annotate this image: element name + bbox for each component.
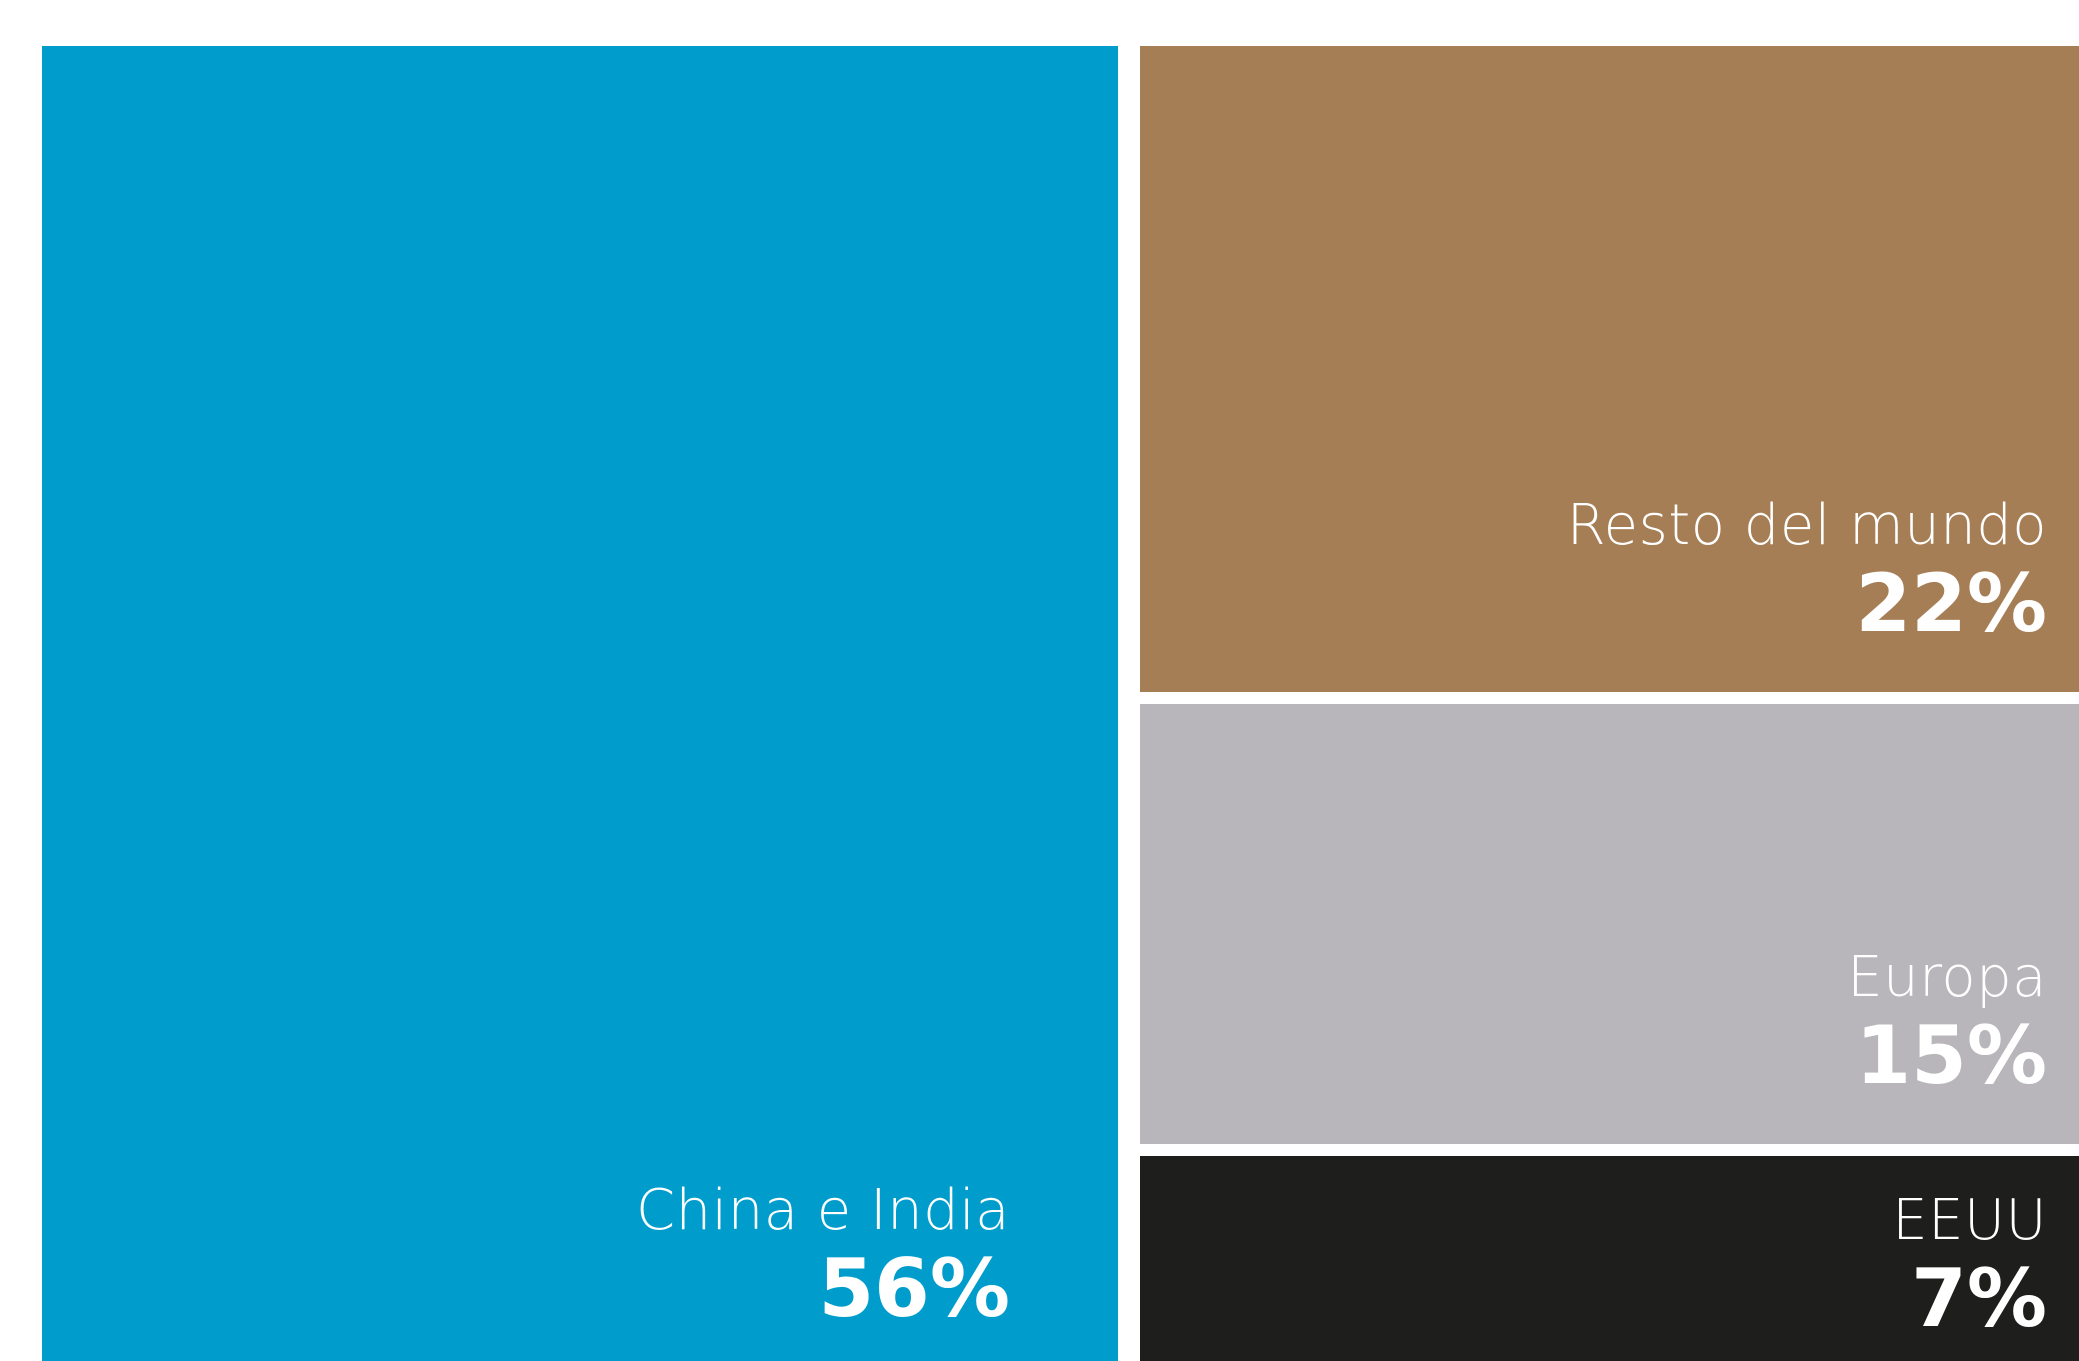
tile-resto-del-mundo: Resto del mundo 22%	[1140, 46, 2079, 692]
tile-label-group: Resto del mundo 22%	[1566, 493, 2047, 650]
tile-eeuu: EEUU 7%	[1140, 1156, 2079, 1361]
tile-value-resto-del-mundo: 22%	[1855, 557, 2047, 650]
tile-value-europa: 15%	[1855, 1009, 2047, 1102]
tile-label-eeuu: EEUU	[1892, 1188, 2047, 1254]
tile-label-china-india: China e India	[636, 1178, 1010, 1244]
tile-label-resto-del-mundo: Resto del mundo	[1566, 493, 2047, 559]
tile-value-eeuu: 7%	[1911, 1252, 2047, 1345]
tile-europa: Europa 15%	[1140, 704, 2079, 1144]
tile-label-group: EEUU 7%	[1892, 1188, 2047, 1345]
tile-label-group: Europa 15%	[1847, 945, 2047, 1102]
tile-label-europa: Europa	[1847, 945, 2047, 1011]
tile-china-india: China e India 56%	[42, 46, 1118, 1361]
tile-label-group: China e India 56%	[636, 1178, 1010, 1335]
tile-value-china-india: 56%	[818, 1242, 1010, 1335]
